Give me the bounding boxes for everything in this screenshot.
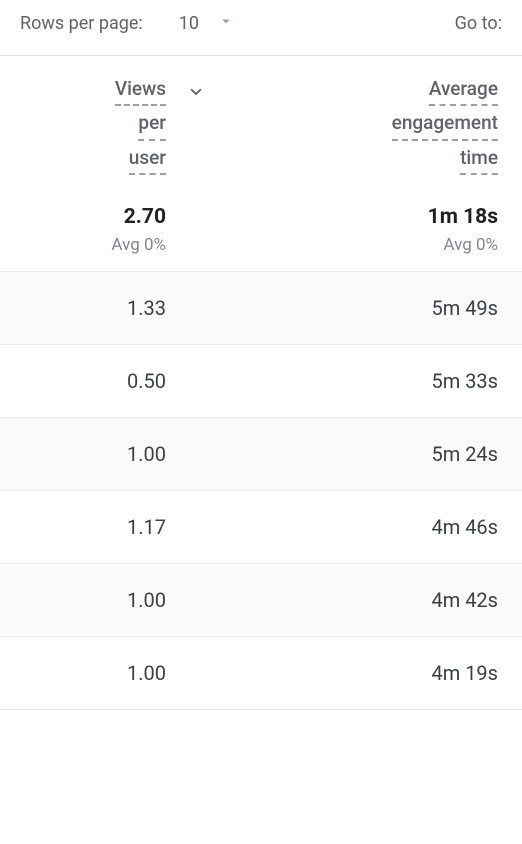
summary-value: 1m 18s: [428, 205, 498, 229]
table-row[interactable]: 1.33 5m 49s: [0, 271, 522, 344]
page-size-value: 10: [179, 13, 199, 34]
table-row[interactable]: 1.17 4m 46s: [0, 490, 522, 563]
header-text: Views: [115, 74, 166, 106]
cell-avg-engagement-time: 5m 24s: [226, 442, 498, 466]
pagination-bar: Rows per page: 10 Go to:: [0, 0, 522, 56]
column-header-avg-engagement-time[interactable]: Average engagement time: [226, 74, 498, 177]
cell-views-per-user: 1.00: [24, 442, 166, 466]
table-header-row: Views per user Average engagement time: [0, 56, 522, 191]
cell-views-per-user: 0.50: [24, 369, 166, 393]
table-bottom-border: [0, 709, 522, 710]
cell-avg-engagement-time: 5m 49s: [226, 296, 498, 320]
header-text: engagement: [392, 108, 498, 140]
cell-avg-engagement-time: 4m 46s: [226, 515, 498, 539]
cell-views-per-user: 1.17: [24, 515, 166, 539]
summary-avg-engagement-time: 1m 18s Avg 0%: [226, 205, 498, 255]
header-text: Average: [429, 74, 498, 106]
table-row[interactable]: 0.50 5m 33s: [0, 344, 522, 417]
cell-views-per-user: 1.00: [24, 588, 166, 612]
summary-value: 2.70: [124, 205, 166, 229]
table-row[interactable]: 1.00 5m 24s: [0, 417, 522, 490]
page-size-selector[interactable]: 10: [179, 12, 235, 35]
summary-row: 2.70 Avg 0% 1m 18s Avg 0%: [0, 191, 522, 271]
rows-per-page-label: Rows per page:: [20, 13, 143, 34]
summary-sub: Avg 0%: [111, 235, 166, 255]
summary-sub: Avg 0%: [443, 235, 498, 255]
goto-label: Go to:: [455, 13, 502, 34]
cell-views-per-user: 1.00: [24, 661, 166, 685]
summary-views-per-user: 2.70 Avg 0%: [24, 205, 166, 255]
arrow-down-icon: [185, 78, 207, 104]
header-text: user: [129, 143, 166, 175]
header-text: per: [138, 108, 166, 140]
cell-avg-engagement-time: 5m 33s: [226, 369, 498, 393]
data-table: Views per user Average engagement time 2…: [0, 56, 522, 710]
column-header-views-per-user[interactable]: Views per user: [46, 74, 166, 177]
cell-avg-engagement-time: 4m 42s: [226, 588, 498, 612]
sort-indicator[interactable]: [166, 74, 226, 104]
chevron-down-icon: [217, 12, 235, 35]
cell-avg-engagement-time: 4m 19s: [226, 661, 498, 685]
table-row[interactable]: 1.00 4m 19s: [0, 636, 522, 709]
cell-views-per-user: 1.33: [24, 296, 166, 320]
header-text: time: [460, 143, 498, 175]
table-row[interactable]: 1.00 4m 42s: [0, 563, 522, 636]
